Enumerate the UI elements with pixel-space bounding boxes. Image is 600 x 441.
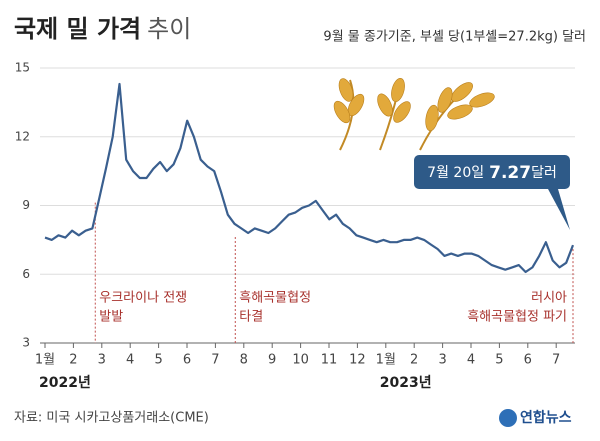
x-tick-label: 7 bbox=[211, 353, 219, 368]
y-tick-label: 15 bbox=[15, 61, 30, 75]
callout-unit: 달러 bbox=[531, 165, 557, 181]
year-label: 2022년 bbox=[39, 375, 91, 391]
callout-pointer bbox=[548, 189, 570, 230]
annotation: 타결 bbox=[239, 310, 263, 325]
year-label: 2023년 bbox=[380, 375, 432, 391]
subtitle: 9월 물 종가기준, 부셸 당(1부셸=27.2kg) 달러 bbox=[323, 30, 586, 45]
x-tick-label: 2 bbox=[410, 353, 418, 368]
y-tick-label: 9 bbox=[22, 198, 30, 212]
x-tick-label: 3 bbox=[98, 353, 106, 368]
line bbox=[44, 82, 575, 274]
callout-box bbox=[414, 155, 570, 189]
x-tick-label: 1월 bbox=[35, 353, 55, 368]
annotation: 발발 bbox=[99, 310, 123, 325]
logo: 연합뉴스 bbox=[520, 409, 572, 426]
callout: 7월 20일 7.27달러 bbox=[414, 155, 570, 230]
x-tick-label: 1월 bbox=[376, 353, 396, 368]
source: 자료: 미국 시카고상품거래소(CME) bbox=[14, 411, 209, 426]
x-tick-label: 12 bbox=[349, 353, 366, 368]
x-tick-label: 10 bbox=[292, 353, 309, 368]
callout-date: 7월 20일 bbox=[427, 165, 484, 181]
x-tick-label: 6 bbox=[183, 353, 191, 368]
x-tick-label: 5 bbox=[154, 353, 162, 368]
x-tick-label: 8 bbox=[240, 353, 248, 368]
x-tick-label: 11 bbox=[321, 353, 338, 368]
logo-icon bbox=[499, 409, 517, 427]
x-tick-label: 5 bbox=[495, 353, 503, 368]
x-tick-label: 7 bbox=[552, 353, 560, 368]
y-tick-label: 12 bbox=[15, 129, 30, 143]
callout-value: 7.27 bbox=[489, 163, 531, 183]
wheat-illustration bbox=[333, 78, 495, 151]
callout-text: 7월 20일 7.27달러 bbox=[427, 163, 557, 183]
x-tick-label: 4 bbox=[126, 353, 134, 368]
chart-title: 국제 밀 가격 추이 bbox=[14, 15, 191, 43]
title-suffix: 추이 bbox=[147, 15, 191, 43]
annotation: 흑해곡물협정 bbox=[239, 291, 311, 306]
annotation: 우크라이나 전쟁 bbox=[99, 291, 187, 306]
x-tick-label: 4 bbox=[467, 353, 475, 368]
x-tick-label: 9 bbox=[268, 353, 276, 368]
x-tick-label: 2 bbox=[69, 353, 77, 368]
annotation: 흑해곡물협정 파기 bbox=[467, 310, 567, 325]
x-tick-label: 6 bbox=[524, 353, 532, 368]
y-tick-label: 3 bbox=[22, 336, 30, 350]
y-tick-label: 6 bbox=[22, 267, 30, 281]
x-tick-label: 3 bbox=[438, 353, 446, 368]
annotation: 러시아 bbox=[531, 291, 567, 306]
title-main: 국제 밀 가격 bbox=[14, 15, 141, 43]
